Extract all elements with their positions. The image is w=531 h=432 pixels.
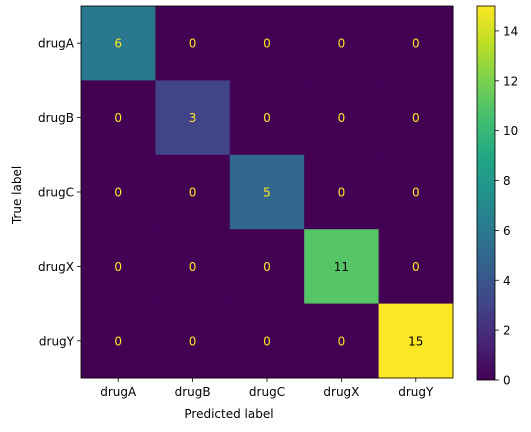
heatmap-cell (229, 303, 305, 379)
y-tick-label: drugY (39, 334, 75, 348)
heatmap-cell (81, 80, 156, 156)
heatmap-cell (378, 154, 454, 230)
cell-value-label: 5 (263, 186, 271, 200)
cell-value-label: 6 (114, 37, 122, 51)
heatmap-cell (155, 6, 231, 81)
x-tick-label: drugA (100, 385, 137, 399)
cell-value-label: 11 (334, 260, 349, 274)
cell-value-label: 0 (338, 334, 346, 348)
heatmap-cell (81, 229, 156, 305)
y-tick-label: drugB (38, 111, 74, 125)
colorbar-tick-label: 10 (503, 124, 518, 138)
cell-value-label: 0 (189, 260, 197, 274)
y-axis-label: True label (10, 166, 24, 225)
x-axis-ticks: drugA drugB drugC drugX drugY (100, 378, 434, 399)
x-tick-label: drugX (323, 385, 359, 399)
cell-value-label: 0 (412, 111, 420, 125)
cell-value-label: 0 (338, 111, 346, 125)
y-axis-ticks: drugA drugB drugC drugX drugY (38, 37, 81, 348)
heatmap-cell (81, 6, 156, 81)
cell-value-label: 0 (114, 260, 122, 274)
x-tick-label: drugY (398, 385, 434, 399)
heatmap-cell (81, 154, 156, 230)
colorbar: 0 2 4 6 8 10 12 14 (476, 5, 518, 388)
cell-value-labels: 6 0 0 0 0 0 3 0 0 0 0 0 5 0 0 0 0 0 11 0 0 0 0 0 15 (114, 37, 423, 349)
cell-value-label: 0 (114, 111, 122, 125)
cell-value-label: 0 (114, 186, 122, 200)
cell-value-label: 0 (189, 37, 197, 51)
heatmap-cell (155, 229, 231, 305)
colorbar-tick-label: 6 (503, 224, 511, 238)
colorbar-tick-label: 4 (503, 274, 511, 288)
heatmap-cell (304, 6, 380, 81)
colorbar-tick-label: 12 (503, 74, 518, 88)
heatmap-cell (378, 80, 454, 156)
cell-value-label: 0 (412, 186, 420, 200)
cell-value-label: 0 (338, 37, 346, 51)
x-tick-label: drugB (175, 385, 211, 399)
cell-value-label: 0 (114, 334, 122, 348)
heatmap-cell (155, 303, 231, 379)
heatmap-cell (304, 80, 380, 156)
colorbar-gradient (476, 5, 496, 381)
colorbar-tick-label: 0 (503, 374, 511, 388)
y-tick-label: drugX (38, 260, 74, 274)
heatmap-cells (81, 6, 454, 379)
cell-value-label: 0 (189, 334, 197, 348)
heatmap-cell (229, 154, 305, 230)
cell-value-label: 0 (263, 37, 271, 51)
heatmap-cell (378, 303, 454, 379)
x-axis-label: Predicted label (184, 407, 273, 421)
heatmap-cell (378, 229, 454, 305)
cell-value-label: 0 (263, 111, 271, 125)
heatmap-cell (229, 229, 305, 305)
colorbar-tick-label: 8 (503, 174, 511, 188)
heatmap-cell (155, 154, 231, 230)
heatmap-cell (378, 6, 454, 81)
colorbar-ticks: 0 2 4 6 8 10 12 14 (495, 24, 518, 388)
y-tick-label: drugC (38, 186, 74, 200)
cell-value-label: 0 (263, 260, 271, 274)
heatmap-cell (229, 6, 305, 81)
cell-value-label: 0 (412, 260, 420, 274)
colorbar-tick-label: 2 (503, 324, 511, 338)
cell-value-label: 0 (338, 186, 346, 200)
heatmap-cell (304, 154, 380, 230)
y-tick-label: drugA (38, 37, 75, 51)
colorbar-tick-label: 14 (503, 24, 518, 38)
heatmap-cell (155, 80, 231, 156)
x-tick-label: drugC (249, 385, 285, 399)
heatmap-cell (304, 303, 380, 379)
heatmap-cell (229, 80, 305, 156)
cell-value-label: 0 (263, 334, 271, 348)
cell-value-label: 0 (189, 186, 197, 200)
cell-value-label: 15 (408, 334, 423, 348)
cell-value-label: 3 (189, 111, 197, 125)
heatmap-cell (304, 229, 380, 305)
heatmap-cell (81, 303, 156, 379)
cell-value-label: 0 (412, 37, 420, 51)
